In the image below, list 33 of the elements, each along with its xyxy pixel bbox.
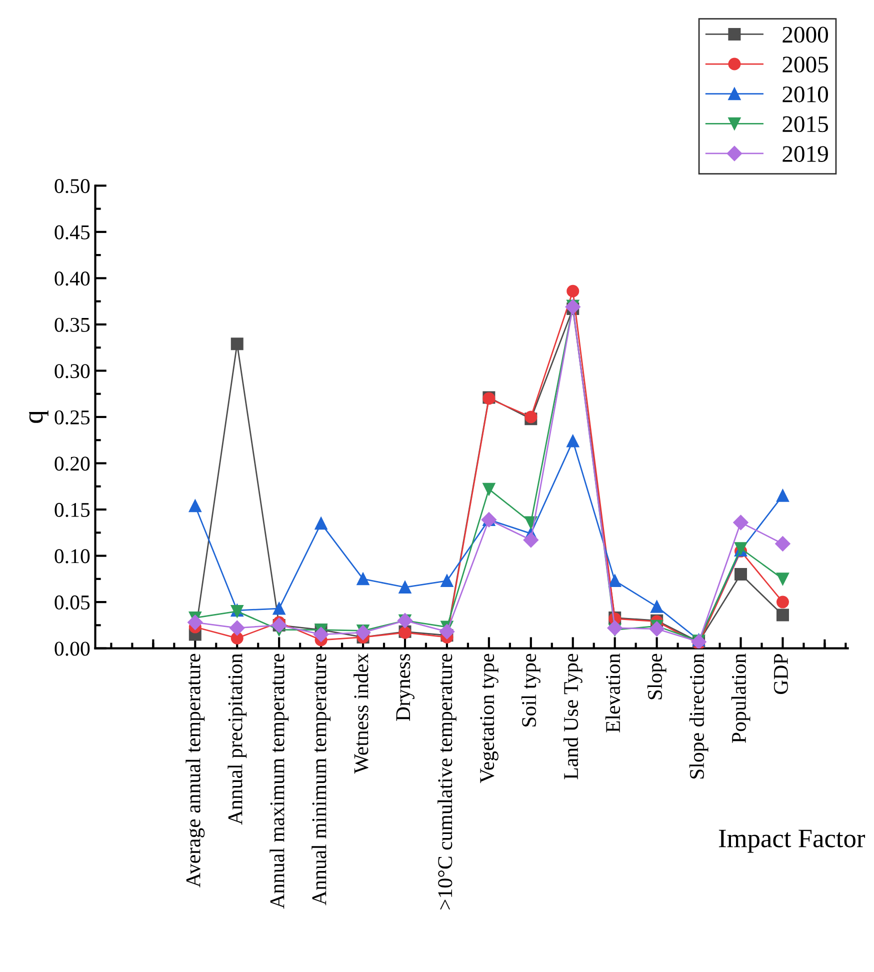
legend-label: 2005 xyxy=(782,56,828,73)
x-tick-label: GDP xyxy=(774,654,788,694)
y-tick-label: 0.20 xyxy=(54,456,90,471)
x-tick-label: Average annual temperature xyxy=(186,654,205,888)
y-tick-label: 0.30 xyxy=(54,364,90,378)
y-tick-label: 0.45 xyxy=(54,225,90,240)
x-tick-label: Annual maximum temperature xyxy=(270,654,289,909)
x-tick-label: Elevation xyxy=(605,654,620,732)
legend-label: 2000 xyxy=(782,26,828,43)
y-tick-label: 0.40 xyxy=(54,272,90,286)
x-axis-title: Impact Factor xyxy=(718,830,866,853)
x-tick-label: Wetness index xyxy=(354,653,368,774)
y-tick-label: 0.25 xyxy=(54,410,90,425)
y-tick-label: 0.05 xyxy=(54,595,90,610)
x-tick-label: Slope xyxy=(647,654,666,700)
legend-label: 2019 xyxy=(782,146,828,162)
y-tick-label: 0.00 xyxy=(54,642,90,656)
x-tick-label: Land Use Type xyxy=(563,654,582,780)
x-tick-label: Annual minimum temperature xyxy=(312,654,331,906)
x-tick-label: Slope direction xyxy=(689,654,708,778)
y-axis-title: q xyxy=(29,410,48,423)
y-tick-label: 0.50 xyxy=(54,179,90,194)
y-tick-label: 0.15 xyxy=(54,502,90,518)
y-tick-label: 0.10 xyxy=(54,549,90,564)
legend-label: 2015 xyxy=(782,116,828,132)
legend-label: 2010 xyxy=(782,86,828,102)
x-tick-label: Population xyxy=(731,654,750,743)
x-tick-label: Soil type xyxy=(521,654,540,726)
x-tick-label: >10°C cumulative temperature xyxy=(438,654,456,910)
x-tick-label: Dryness xyxy=(396,654,414,721)
y-tick-label: 0.35 xyxy=(54,318,90,332)
x-tick-label: Annual precipitation xyxy=(228,654,247,825)
x-tick-label: Vegetation type xyxy=(480,654,498,784)
